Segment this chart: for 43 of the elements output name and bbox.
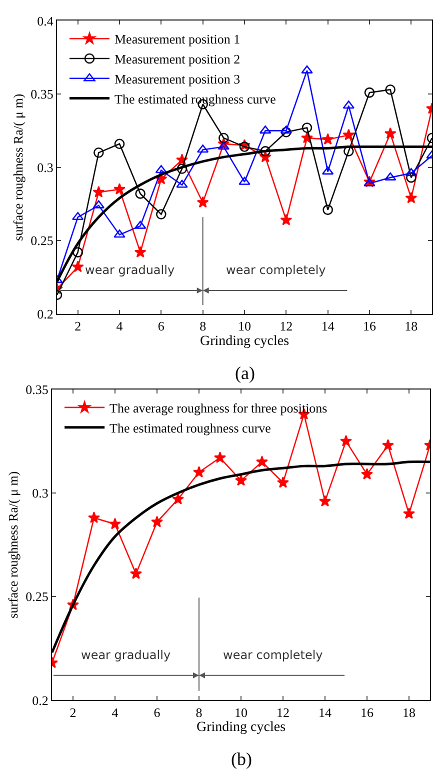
x-tick-label: 6 bbox=[154, 704, 161, 720]
x-tick-label: 12 bbox=[276, 704, 290, 720]
y-tick-label: 0.35 bbox=[30, 86, 54, 102]
x-tick-label: 14 bbox=[318, 704, 332, 720]
y-tick-label: 0.4 bbox=[37, 13, 54, 28]
x-tick-label: 8 bbox=[200, 318, 206, 334]
x-tick-label: 18 bbox=[404, 318, 418, 334]
x-axis-title: Grinding cycles bbox=[200, 334, 290, 349]
legend-label: The estimated roughness curve bbox=[114, 91, 276, 106]
x-tick-label: 4 bbox=[116, 318, 124, 334]
x-tick-label: 14 bbox=[321, 318, 335, 334]
x-tick-label: 10 bbox=[234, 704, 248, 720]
legend-label: Measurement position 1 bbox=[114, 32, 240, 47]
x-axis-title: Grinding cycles bbox=[196, 720, 286, 736]
y-tick-label: 0.25 bbox=[26, 589, 48, 604]
y-axis-title: surface roughness Ra/( μ m) bbox=[6, 471, 21, 618]
x-tick-label: 12 bbox=[280, 318, 293, 334]
x-tick-label: 16 bbox=[360, 704, 374, 720]
x-tick-label: 8 bbox=[196, 704, 202, 720]
y-tick-label: 0.3 bbox=[37, 160, 54, 175]
legend-label: The estimated roughness curve bbox=[110, 420, 272, 436]
annotation: wear completely bbox=[226, 263, 326, 277]
legend-label: The average roughness for three positions bbox=[110, 400, 328, 416]
x-tick-label: 2 bbox=[74, 318, 82, 334]
y-tick-label: 0.2 bbox=[32, 692, 48, 708]
y-tick-label: 0.2 bbox=[37, 306, 54, 322]
x-tick-label: 4 bbox=[112, 704, 119, 720]
annotation: wear gradually bbox=[81, 648, 171, 662]
y-tick-label: 0.25 bbox=[30, 233, 54, 248]
text: (b) bbox=[231, 749, 252, 769]
x-tick-label: 6 bbox=[158, 318, 165, 334]
y-tick-label: 0.3 bbox=[32, 486, 48, 501]
legend-label: Measurement position 2 bbox=[114, 52, 240, 67]
legend-label: Measurement position 3 bbox=[114, 71, 240, 86]
x-tick-label: 18 bbox=[402, 704, 416, 720]
y-axis-title: surface roughness Ra/( μ m) bbox=[10, 94, 26, 241]
x-tick-label: 10 bbox=[238, 318, 251, 334]
annotation: wear gradually bbox=[85, 263, 175, 277]
annotation: wear completely bbox=[223, 648, 323, 662]
y-tick-label: 0.35 bbox=[26, 382, 48, 397]
text: (a) bbox=[235, 363, 255, 383]
x-tick-label: 16 bbox=[363, 318, 376, 334]
x-tick-label: 2 bbox=[70, 704, 76, 720]
